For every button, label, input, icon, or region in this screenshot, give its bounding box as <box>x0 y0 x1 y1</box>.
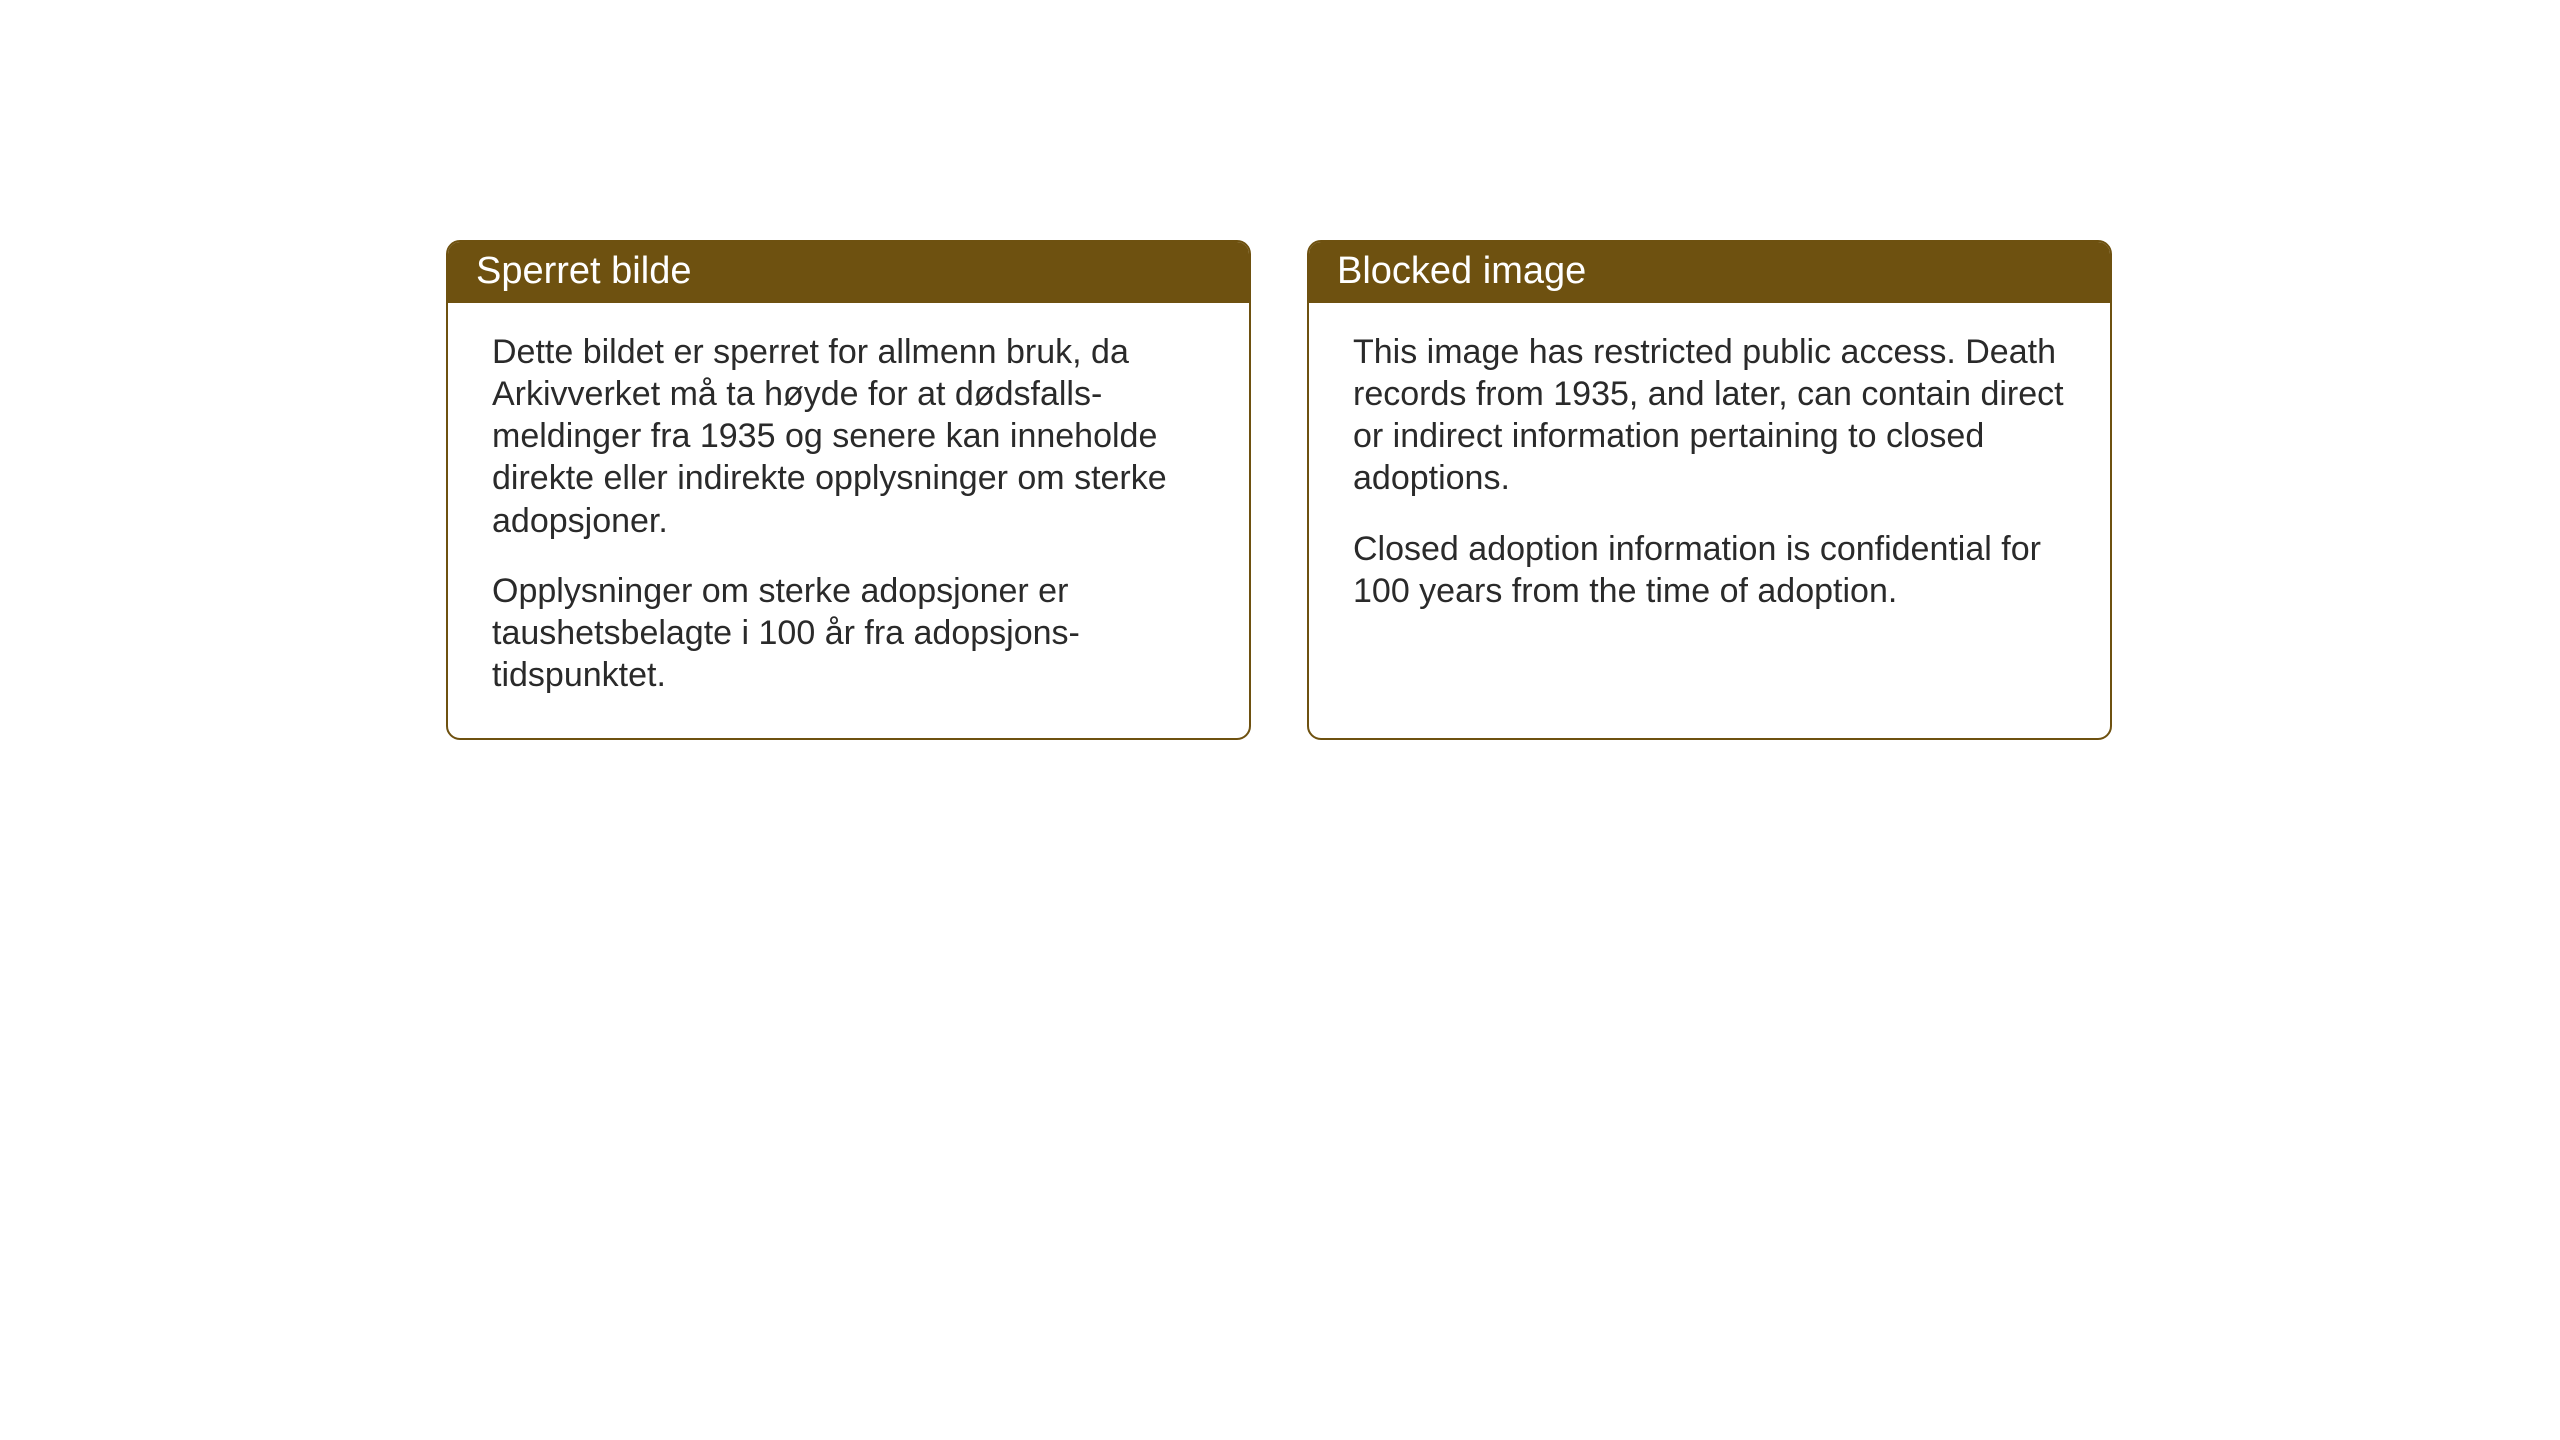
card-paragraph-1-english: This image has restricted public access.… <box>1353 331 2066 500</box>
card-body-norwegian: Dette bildet er sperret for allmenn bruk… <box>448 303 1249 738</box>
notice-container: Sperret bilde Dette bildet er sperret fo… <box>446 240 2112 740</box>
card-title-english: Blocked image <box>1337 250 1586 292</box>
card-header-english: Blocked image <box>1309 242 2110 303</box>
card-title-norwegian: Sperret bilde <box>476 250 691 292</box>
card-body-english: This image has restricted public access.… <box>1309 303 2110 654</box>
card-paragraph-2-norwegian: Opplysninger om sterke adopsjoner er tau… <box>492 570 1205 696</box>
notice-card-english: Blocked image This image has restricted … <box>1307 240 2112 740</box>
card-paragraph-2-english: Closed adoption information is confident… <box>1353 528 2066 612</box>
card-header-norwegian: Sperret bilde <box>448 242 1249 303</box>
notice-card-norwegian: Sperret bilde Dette bildet er sperret fo… <box>446 240 1251 740</box>
card-paragraph-1-norwegian: Dette bildet er sperret for allmenn bruk… <box>492 331 1205 542</box>
